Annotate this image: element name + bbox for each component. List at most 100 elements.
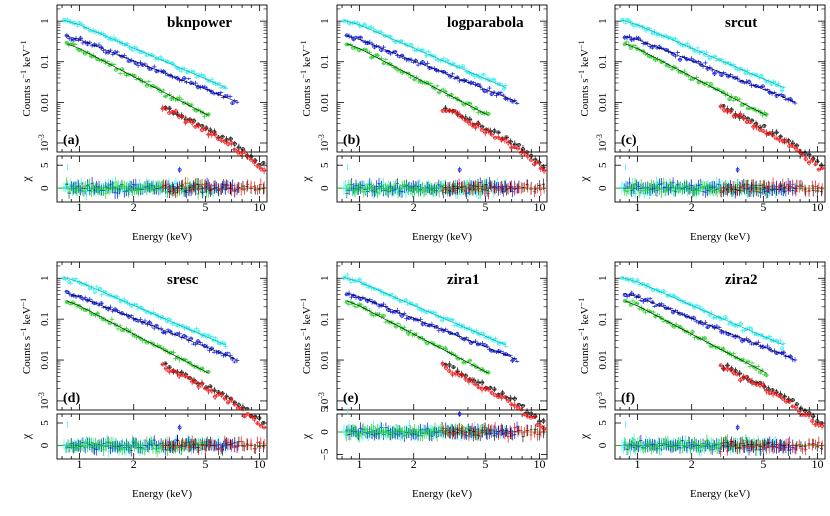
data-point-marker bbox=[424, 53, 429, 58]
data-point-marker bbox=[500, 136, 505, 141]
residual-series-4 bbox=[719, 177, 824, 197]
y-tick-label: 10-3 bbox=[317, 134, 331, 152]
data-point-marker bbox=[64, 33, 69, 38]
data-point-marker bbox=[180, 114, 185, 119]
data-point-marker bbox=[819, 163, 824, 168]
data-point-marker bbox=[741, 116, 746, 121]
data-point-marker bbox=[113, 50, 118, 55]
x-tick-label: 2 bbox=[411, 200, 417, 214]
series-4 bbox=[440, 108, 547, 175]
series-1 bbox=[622, 34, 798, 105]
resid-axis-label: χ bbox=[19, 433, 33, 440]
series-3 bbox=[721, 103, 824, 169]
data-point-marker bbox=[728, 109, 733, 114]
data-point-marker bbox=[448, 74, 453, 79]
data-point-marker bbox=[767, 131, 772, 136]
data-point-marker bbox=[486, 111, 491, 116]
data-point-marker bbox=[358, 35, 363, 40]
data-point-marker bbox=[685, 57, 689, 62]
series-1 bbox=[344, 33, 520, 105]
data-point-marker bbox=[196, 123, 201, 128]
data-point-marker bbox=[200, 110, 205, 115]
data-point-marker bbox=[461, 102, 466, 107]
series-2 bbox=[64, 40, 211, 120]
residual-frame bbox=[56, 413, 268, 460]
data-point-marker bbox=[222, 139, 227, 144]
data-point-marker bbox=[200, 128, 204, 132]
data-point-marker bbox=[542, 168, 547, 173]
data-point-marker bbox=[455, 97, 460, 102]
data-point-marker bbox=[64, 300, 69, 304]
x-tick-label: 5 bbox=[202, 200, 208, 214]
data-point-marker bbox=[803, 157, 808, 161]
data-point-marker bbox=[489, 132, 494, 137]
data-point-marker bbox=[813, 162, 818, 167]
data-point-marker bbox=[754, 124, 759, 129]
data-point-marker bbox=[690, 77, 695, 81]
data-point-marker bbox=[762, 123, 767, 128]
data-point-marker bbox=[98, 287, 103, 291]
data-point-marker bbox=[486, 128, 491, 133]
data-point-marker bbox=[258, 166, 263, 171]
data-point-marker bbox=[522, 151, 527, 155]
data-point-marker bbox=[249, 157, 253, 162]
model-line bbox=[346, 35, 518, 103]
data-point-marker bbox=[525, 150, 529, 155]
model-line bbox=[624, 35, 796, 103]
data-point-marker bbox=[748, 120, 753, 125]
panel-logparabola: 1 2 5 10 Energy (keV) 1 0.1 0.01 10-3 Counts s−1 … bbox=[299, 4, 548, 243]
residual-outlier-marker bbox=[177, 167, 182, 172]
data-point-marker bbox=[216, 137, 221, 141]
data-point-marker bbox=[778, 134, 783, 139]
data-point-marker bbox=[635, 46, 640, 51]
x-axis-label: Energy (keV) bbox=[690, 231, 750, 243]
series-0 bbox=[341, 18, 509, 92]
series-2 bbox=[64, 299, 211, 374]
data-point-marker bbox=[807, 152, 812, 157]
model-line bbox=[63, 277, 227, 346]
model-line bbox=[63, 20, 227, 88]
data-point-marker bbox=[114, 67, 118, 72]
data-point-marker bbox=[470, 123, 475, 127]
data-point-marker bbox=[190, 120, 195, 125]
series-2 bbox=[622, 40, 769, 118]
data-point-marker bbox=[538, 166, 543, 171]
y-tick-label: 1 bbox=[39, 18, 51, 24]
x-tick-label: 2 bbox=[131, 457, 137, 471]
data-point-marker bbox=[533, 157, 538, 162]
y-tick-label: 0.1 bbox=[39, 55, 51, 69]
y-axis-label: Counts s−1 keV−1 bbox=[19, 298, 33, 374]
data-point-marker bbox=[476, 122, 481, 127]
data-point-marker bbox=[229, 141, 234, 145]
data-point-marker bbox=[460, 115, 465, 120]
resid-axis-label: χ bbox=[577, 176, 591, 183]
y-axis-label-part: keV bbox=[21, 306, 33, 327]
data-point-marker bbox=[226, 142, 231, 146]
data-point-marker bbox=[453, 110, 458, 114]
data-point-marker bbox=[213, 132, 217, 137]
data-point-marker bbox=[641, 49, 646, 54]
data-point-marker bbox=[232, 147, 237, 152]
data-point-marker bbox=[99, 301, 104, 306]
data-point-marker bbox=[784, 138, 789, 143]
series-0 bbox=[61, 275, 229, 350]
data-point-marker bbox=[800, 152, 805, 157]
data-point-marker bbox=[440, 58, 445, 63]
data-point-marker bbox=[167, 106, 172, 111]
data-point-marker bbox=[381, 61, 386, 66]
data-point-marker bbox=[187, 118, 191, 123]
data-point-marker bbox=[794, 146, 798, 151]
y-axis-label: Counts s−1 keV−1 bbox=[299, 40, 313, 116]
data-point-marker bbox=[406, 71, 411, 76]
y-axis-label-part: −1 bbox=[299, 70, 308, 79]
residual-frame bbox=[614, 155, 826, 203]
y-tick-label: 0.1 bbox=[319, 55, 331, 69]
model-line bbox=[346, 43, 489, 116]
data-point-marker bbox=[219, 138, 224, 143]
x-tick-label: 1 bbox=[634, 200, 640, 214]
data-point-marker bbox=[758, 110, 763, 114]
data-point-marker bbox=[486, 77, 491, 82]
data-point-marker bbox=[492, 129, 497, 133]
data-point-marker bbox=[738, 112, 743, 117]
